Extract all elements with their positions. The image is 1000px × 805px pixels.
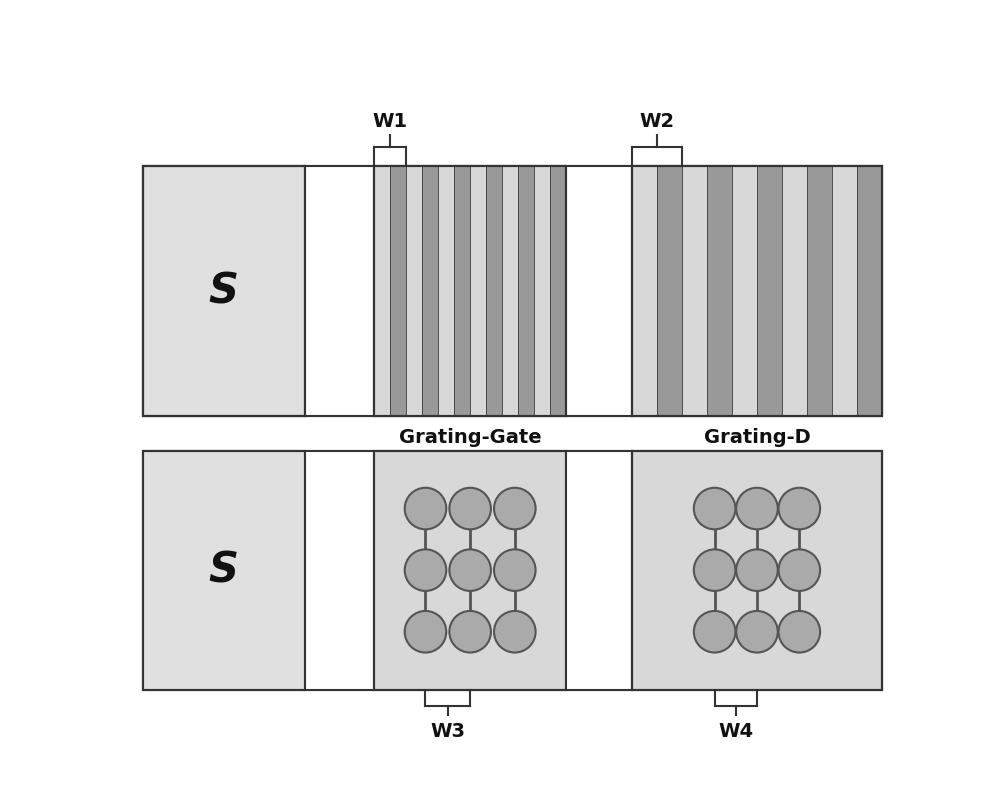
Bar xyxy=(438,166,454,416)
Circle shape xyxy=(494,611,536,653)
Circle shape xyxy=(694,549,735,591)
Text: Grating-D: Grating-D xyxy=(704,428,810,448)
Bar xyxy=(682,166,707,416)
Bar xyxy=(632,451,882,690)
Bar xyxy=(406,166,422,416)
Bar xyxy=(707,166,732,416)
Bar xyxy=(374,166,566,416)
Circle shape xyxy=(779,549,820,591)
Bar xyxy=(534,166,550,416)
Text: W4: W4 xyxy=(718,722,753,741)
Circle shape xyxy=(449,488,491,530)
Bar xyxy=(632,166,882,416)
Bar xyxy=(632,166,882,416)
Circle shape xyxy=(736,488,778,530)
Bar xyxy=(422,166,438,416)
Text: W1: W1 xyxy=(372,112,408,131)
Circle shape xyxy=(694,611,735,653)
Bar xyxy=(632,166,657,416)
Circle shape xyxy=(736,549,778,591)
Bar xyxy=(143,451,882,690)
Circle shape xyxy=(405,488,446,530)
Text: W2: W2 xyxy=(639,112,674,131)
Circle shape xyxy=(694,488,735,530)
Bar xyxy=(374,166,390,416)
Bar xyxy=(550,166,566,416)
Bar xyxy=(454,166,470,416)
Bar xyxy=(566,451,632,690)
Bar xyxy=(143,166,882,416)
Text: S: S xyxy=(209,549,239,591)
Bar xyxy=(390,166,406,416)
Bar xyxy=(143,451,305,690)
Text: W3: W3 xyxy=(430,722,465,741)
Circle shape xyxy=(779,488,820,530)
Bar xyxy=(374,451,566,690)
Bar xyxy=(486,166,502,416)
Text: S: S xyxy=(209,270,239,312)
Circle shape xyxy=(494,549,536,591)
Bar xyxy=(566,166,632,416)
Circle shape xyxy=(405,549,446,591)
Bar xyxy=(305,451,374,690)
Bar xyxy=(518,166,534,416)
Bar xyxy=(657,166,682,416)
Circle shape xyxy=(449,549,491,591)
Bar xyxy=(374,166,566,416)
Bar xyxy=(143,451,882,690)
Bar xyxy=(305,166,374,416)
Text: Grating-Gate: Grating-Gate xyxy=(399,428,541,448)
Circle shape xyxy=(449,611,491,653)
Circle shape xyxy=(405,611,446,653)
Bar xyxy=(143,166,305,416)
Bar xyxy=(757,166,782,416)
Circle shape xyxy=(736,611,778,653)
Bar xyxy=(143,166,305,416)
Bar xyxy=(470,166,486,416)
Bar xyxy=(857,166,882,416)
Circle shape xyxy=(494,488,536,530)
Bar xyxy=(143,166,882,416)
Circle shape xyxy=(779,611,820,653)
Bar xyxy=(782,166,807,416)
Bar xyxy=(807,166,832,416)
Bar xyxy=(732,166,757,416)
Bar xyxy=(502,166,518,416)
Bar xyxy=(832,166,857,416)
